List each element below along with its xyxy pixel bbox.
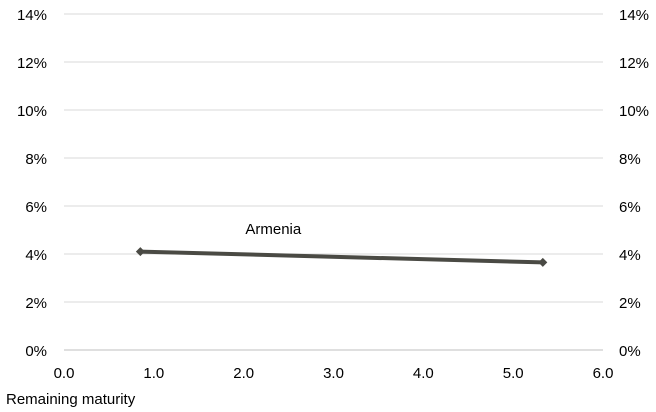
- y-tick-label-right: 12%: [619, 55, 649, 72]
- y-tick-label-left: 0%: [25, 343, 47, 360]
- series-line: [140, 249, 543, 265]
- y-tick-label-left: 4%: [25, 247, 47, 264]
- y-tick-label-left: 12%: [17, 55, 47, 72]
- x-axis-label: Remaining maturity: [6, 391, 136, 408]
- x-tick-label: 5.0: [503, 365, 524, 382]
- y-axis-left-ticks: 0% 2% 4% 6% 8% 10% 12% 14%: [17, 7, 47, 360]
- x-tick-label: 2.0: [233, 365, 254, 382]
- series-annotation: Armenia: [245, 221, 302, 238]
- y-axis-right-ticks: 0% 2% 4% 6% 8% 10% 12% 14%: [619, 7, 649, 360]
- data-point-marker: [135, 247, 145, 257]
- y-tick-label-right: 2%: [619, 295, 641, 312]
- x-tick-label: 4.0: [413, 365, 434, 382]
- y-tick-label-right: 4%: [619, 247, 641, 264]
- annotations: Armenia: [245, 221, 302, 238]
- y-tick-label-left: 14%: [17, 7, 47, 24]
- y-tick-label-right: 8%: [619, 151, 641, 168]
- y-tick-label-right: 10%: [619, 103, 649, 120]
- x-tick-label: 3.0: [323, 365, 344, 382]
- series-group: [135, 247, 548, 267]
- x-tick-label: 1.0: [143, 365, 164, 382]
- x-axis-ticks: 0.0 1.0 2.0 3.0 4.0 5.0 6.0: [54, 365, 614, 382]
- y-tick-label-left: 6%: [25, 199, 47, 216]
- y-tick-label-left: 8%: [25, 151, 47, 168]
- gridlines: [64, 13, 603, 303]
- x-tick-label: 6.0: [593, 365, 614, 382]
- y-tick-label-left: 10%: [17, 103, 47, 120]
- y-tick-label-right: 0%: [619, 343, 641, 360]
- y-tick-label-right: 14%: [619, 7, 649, 24]
- y-tick-label-left: 2%: [25, 295, 47, 312]
- y-tick-label-right: 6%: [619, 199, 641, 216]
- data-point-marker: [538, 257, 548, 267]
- x-tick-label: 0.0: [54, 365, 75, 382]
